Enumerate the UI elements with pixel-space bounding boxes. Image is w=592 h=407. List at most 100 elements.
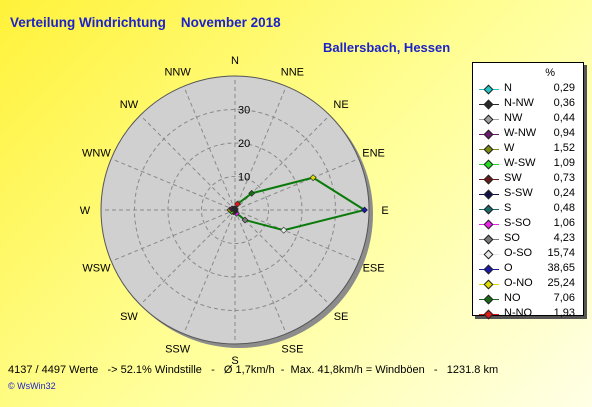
legend-value: 1,09 bbox=[553, 157, 575, 169]
legend-marker bbox=[479, 84, 499, 95]
legend-label: NO bbox=[504, 292, 521, 304]
direction-label: SSW bbox=[165, 344, 191, 356]
grid-spoke bbox=[234, 158, 359, 211]
legend-label: S bbox=[504, 202, 512, 214]
grid-spoke bbox=[183, 86, 236, 211]
direction-label: NW bbox=[120, 99, 139, 111]
legend-marker bbox=[479, 144, 499, 155]
legend-label: NW bbox=[504, 112, 523, 124]
grid-spoke bbox=[111, 158, 236, 211]
legend-label: N-NW bbox=[504, 97, 534, 109]
legend-entry: NO 7,06 bbox=[473, 292, 583, 307]
legend-label: S-SO bbox=[504, 217, 531, 229]
legend-entry: W-NW 0,94 bbox=[473, 127, 583, 142]
legend-entry: S 0,48 bbox=[473, 202, 583, 217]
data-point bbox=[361, 206, 368, 214]
legend-marker bbox=[479, 234, 499, 245]
legend-entry: SO 4,23 bbox=[473, 232, 583, 247]
legend-label: SO bbox=[504, 232, 520, 244]
legend-marker bbox=[479, 189, 499, 200]
legend-label: W-NW bbox=[504, 127, 537, 139]
legend-entry: N-NW 0,36 bbox=[473, 97, 583, 112]
direction-label: NE bbox=[333, 99, 348, 111]
legend-marker bbox=[479, 204, 499, 215]
legend-marker bbox=[479, 174, 499, 185]
legend-label: O-NO bbox=[504, 277, 533, 289]
legend-marker bbox=[479, 264, 499, 275]
radial-tick-label: 10 bbox=[238, 172, 250, 184]
direction-label: ESE bbox=[363, 262, 385, 274]
direction-label: WNW bbox=[82, 148, 111, 160]
brand-label: © WsWin32 bbox=[8, 381, 56, 391]
legend-marker bbox=[479, 129, 499, 140]
grid-spoke bbox=[183, 209, 236, 334]
legend-label: N-NO bbox=[504, 307, 533, 319]
grid-spoke bbox=[234, 86, 287, 211]
legend-label: W-SW bbox=[504, 157, 536, 169]
legend-entry: S-SO 1,06 bbox=[473, 217, 583, 232]
data-point bbox=[248, 189, 256, 197]
legend-entry: O 38,65 bbox=[473, 262, 583, 277]
direction-label: SE bbox=[334, 311, 349, 323]
chart-title: Verteilung Windrichtung November 2018 bbox=[10, 15, 281, 30]
legend-value: 1,52 bbox=[553, 142, 575, 154]
legend-entry: O-NO 25,24 bbox=[473, 277, 583, 292]
legend-marker bbox=[479, 249, 499, 260]
location-label: Ballersbach, Hessen bbox=[323, 40, 451, 55]
legend-marker bbox=[479, 279, 499, 290]
legend-value: 15,74 bbox=[547, 247, 575, 259]
legend-entry: NW 0,44 bbox=[473, 112, 583, 127]
legend-label: O-SO bbox=[504, 247, 533, 259]
legend-value: 0,36 bbox=[553, 97, 575, 109]
direction-label: S bbox=[231, 355, 238, 367]
legend-marker bbox=[479, 99, 499, 110]
data-point bbox=[241, 216, 249, 224]
stats-footer: 4137 / 4497 Werte -> 52.1% Windstille - … bbox=[8, 364, 499, 376]
radial-tick-label: 20 bbox=[238, 138, 250, 150]
legend-entry: W-SW 1,09 bbox=[473, 157, 583, 172]
radial-tick-label: 30 bbox=[238, 105, 250, 117]
direction-label: ENE bbox=[362, 148, 385, 160]
legend-value: 1,93 bbox=[553, 307, 575, 319]
data-point bbox=[309, 174, 317, 182]
legend-value: 38,65 bbox=[547, 262, 575, 274]
legend-label: SW bbox=[504, 172, 522, 184]
data-point bbox=[234, 200, 241, 208]
legend-value: 0,24 bbox=[553, 187, 575, 199]
legend-entry: O-SO 15,74 bbox=[473, 247, 583, 262]
grid-spoke bbox=[234, 209, 359, 262]
legend-marker bbox=[479, 294, 499, 305]
grid-spoke bbox=[234, 209, 287, 334]
legend-entry: SW 0,73 bbox=[473, 172, 583, 187]
legend-unit: % bbox=[545, 67, 555, 79]
legend-marker bbox=[479, 159, 499, 170]
legend-value: 1,06 bbox=[553, 217, 575, 229]
legend-value: 7,06 bbox=[553, 292, 575, 304]
legend-value: 0,44 bbox=[553, 112, 575, 124]
direction-label: SW bbox=[120, 311, 138, 323]
grid-spoke bbox=[234, 209, 331, 306]
direction-label: NNE bbox=[281, 66, 304, 78]
legend-marker bbox=[479, 114, 499, 125]
grid-spoke bbox=[139, 209, 236, 306]
data-point bbox=[231, 205, 238, 213]
grid-spoke bbox=[139, 114, 236, 211]
grid-spoke bbox=[111, 209, 236, 262]
legend-value: 0,94 bbox=[553, 127, 575, 139]
direction-label: E bbox=[381, 205, 388, 217]
direction-label: NNW bbox=[164, 66, 191, 78]
direction-label: WSW bbox=[82, 262, 111, 274]
direction-label: W bbox=[80, 205, 91, 217]
legend-label: N bbox=[504, 82, 512, 94]
legend-marker bbox=[479, 309, 499, 320]
legend-marker bbox=[479, 219, 499, 230]
legend-value: 0,29 bbox=[553, 82, 575, 94]
legend-value: 0,48 bbox=[553, 202, 575, 214]
legend-label: W bbox=[504, 142, 515, 154]
data-point bbox=[280, 226, 288, 234]
legend-value: 0,73 bbox=[553, 172, 575, 184]
legend-entry: S-SW 0,24 bbox=[473, 187, 583, 202]
legend-label: O bbox=[504, 262, 513, 274]
